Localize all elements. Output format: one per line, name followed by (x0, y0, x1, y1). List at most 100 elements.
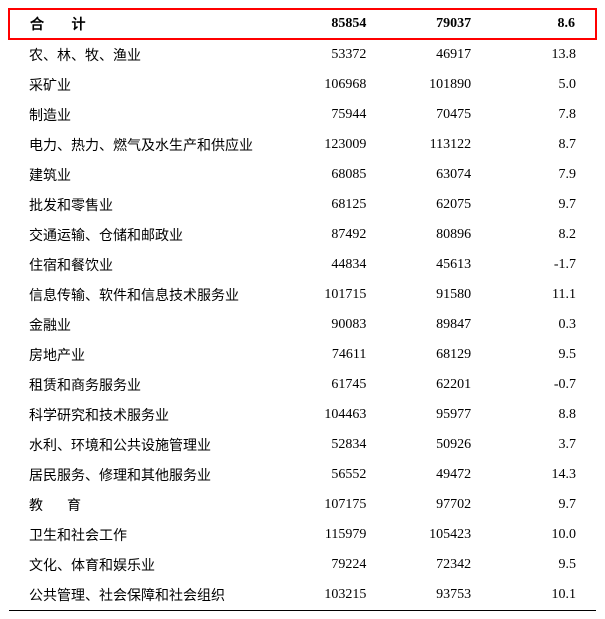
row-value: 101890 (386, 70, 491, 100)
row-name: 采矿业 (9, 70, 282, 100)
row-name: 教育 (9, 490, 282, 520)
row-value: 8.2 (491, 220, 596, 250)
industry-table: 合 计 85854 79037 8.6 农、林、牧、渔业533724691713… (8, 8, 597, 611)
row-name: 批发和零售业 (9, 190, 282, 220)
row-value: 107175 (282, 490, 387, 520)
table-row: 公共管理、社会保障和社会组织1032159375310.1 (9, 580, 596, 611)
table-row: 卫生和社会工作11597910542310.0 (9, 520, 596, 550)
table-row: 交通运输、仓储和邮政业87492808968.2 (9, 220, 596, 250)
row-value: 103215 (282, 580, 387, 611)
total-col3: 8.6 (491, 9, 596, 39)
row-value: 79224 (282, 550, 387, 580)
row-value: 8.7 (491, 130, 596, 160)
row-value: 61745 (282, 370, 387, 400)
row-name: 科学研究和技术服务业 (9, 400, 282, 430)
row-value: 7.8 (491, 100, 596, 130)
row-value: -1.7 (491, 250, 596, 280)
table-row: 制造业75944704757.8 (9, 100, 596, 130)
row-value: 46917 (386, 39, 491, 70)
row-value: 72342 (386, 550, 491, 580)
row-value: 68129 (386, 340, 491, 370)
row-value: 14.3 (491, 460, 596, 490)
total-col2: 79037 (386, 9, 491, 39)
row-value: 45613 (386, 250, 491, 280)
row-value: 68085 (282, 160, 387, 190)
table-row: 批发和零售业68125620759.7 (9, 190, 596, 220)
row-value: 104463 (282, 400, 387, 430)
table-row: 租赁和商务服务业6174562201-0.7 (9, 370, 596, 400)
row-value: 75944 (282, 100, 387, 130)
table-row: 农、林、牧、渔业533724691713.8 (9, 39, 596, 70)
row-name: 卫生和社会工作 (9, 520, 282, 550)
total-label: 合 计 (9, 9, 282, 39)
row-value: 123009 (282, 130, 387, 160)
table-row: 居民服务、修理和其他服务业565524947214.3 (9, 460, 596, 490)
row-name: 水利、环境和公共设施管理业 (9, 430, 282, 460)
row-value: 0.3 (491, 310, 596, 340)
row-value: 52834 (282, 430, 387, 460)
row-value: 80896 (386, 220, 491, 250)
table-row: 水利、环境和公共设施管理业52834509263.7 (9, 430, 596, 460)
row-value: 70475 (386, 100, 491, 130)
row-value: 68125 (282, 190, 387, 220)
row-value: 10.1 (491, 580, 596, 611)
row-value: 95977 (386, 400, 491, 430)
row-name: 建筑业 (9, 160, 282, 190)
row-value: 113122 (386, 130, 491, 160)
row-name: 文化、体育和娱乐业 (9, 550, 282, 580)
row-value: 10.0 (491, 520, 596, 550)
row-value: 101715 (282, 280, 387, 310)
row-value: 50926 (386, 430, 491, 460)
table-row: 采矿业1069681018905.0 (9, 70, 596, 100)
row-value: 44834 (282, 250, 387, 280)
row-name: 住宿和餐饮业 (9, 250, 282, 280)
row-name: 信息传输、软件和信息技术服务业 (9, 280, 282, 310)
row-value: 62201 (386, 370, 491, 400)
row-value: 91580 (386, 280, 491, 310)
row-name: 公共管理、社会保障和社会组织 (9, 580, 282, 611)
table-row: 教育107175977029.7 (9, 490, 596, 520)
row-value: 74611 (282, 340, 387, 370)
row-name: 房地产业 (9, 340, 282, 370)
row-value: 13.8 (491, 39, 596, 70)
row-name: 交通运输、仓储和邮政业 (9, 220, 282, 250)
row-name: 租赁和商务服务业 (9, 370, 282, 400)
row-value: 105423 (386, 520, 491, 550)
row-value: 115979 (282, 520, 387, 550)
table-body: 农、林、牧、渔业533724691713.8采矿业1069681018905.0… (9, 39, 596, 611)
row-name: 金融业 (9, 310, 282, 340)
row-name: 农、林、牧、渔业 (9, 39, 282, 70)
table-row: 房地产业74611681299.5 (9, 340, 596, 370)
table-row: 住宿和餐饮业4483445613-1.7 (9, 250, 596, 280)
row-value: 8.8 (491, 400, 596, 430)
row-name: 居民服务、修理和其他服务业 (9, 460, 282, 490)
row-value: 9.7 (491, 190, 596, 220)
table-row: 电力、热力、燃气及水生产和供应业1230091131228.7 (9, 130, 596, 160)
row-value: 5.0 (491, 70, 596, 100)
row-value: 97702 (386, 490, 491, 520)
row-value: 49472 (386, 460, 491, 490)
row-value: 63074 (386, 160, 491, 190)
row-value: 9.5 (491, 340, 596, 370)
row-value: 9.5 (491, 550, 596, 580)
row-value: 9.7 (491, 490, 596, 520)
row-value: 53372 (282, 39, 387, 70)
table-row: 信息传输、软件和信息技术服务业1017159158011.1 (9, 280, 596, 310)
row-value: 7.9 (491, 160, 596, 190)
table-row: 文化、体育和娱乐业79224723429.5 (9, 550, 596, 580)
row-value: 62075 (386, 190, 491, 220)
row-value: 93753 (386, 580, 491, 611)
row-value: 56552 (282, 460, 387, 490)
row-name: 制造业 (9, 100, 282, 130)
row-value: 11.1 (491, 280, 596, 310)
total-row: 合 计 85854 79037 8.6 (9, 9, 596, 39)
row-value: -0.7 (491, 370, 596, 400)
table-row: 科学研究和技术服务业104463959778.8 (9, 400, 596, 430)
total-col1: 85854 (282, 9, 387, 39)
row-value: 106968 (282, 70, 387, 100)
row-value: 90083 (282, 310, 387, 340)
table-row: 建筑业68085630747.9 (9, 160, 596, 190)
row-value: 87492 (282, 220, 387, 250)
row-value: 3.7 (491, 430, 596, 460)
row-value: 89847 (386, 310, 491, 340)
